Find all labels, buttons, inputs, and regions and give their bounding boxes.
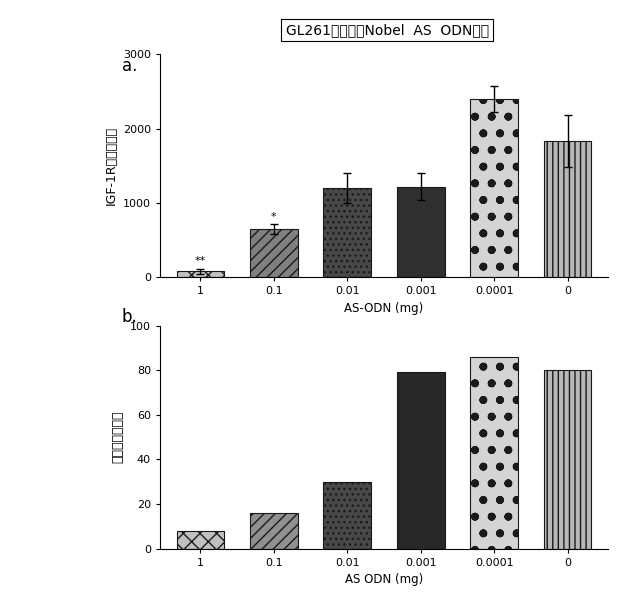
Bar: [177, 271, 224, 277]
Y-axis label: IGF-1Rのコピー数: IGF-1Rのコピー数: [104, 126, 117, 206]
Bar: [177, 531, 224, 549]
Text: GL261におけるNobel  AS  ODN滴定: GL261におけるNobel AS ODN滴定: [285, 23, 489, 37]
Bar: [470, 357, 518, 549]
Bar: [250, 229, 298, 277]
Text: **: **: [195, 256, 206, 267]
Bar: [397, 373, 445, 549]
Bar: [470, 99, 518, 277]
Bar: [250, 513, 298, 549]
Text: b.: b.: [122, 308, 138, 326]
Bar: [397, 187, 445, 277]
Bar: [544, 370, 591, 549]
Bar: [323, 188, 371, 277]
Text: *: *: [271, 212, 276, 223]
Y-axis label: 中央値蛍光強度: 中央値蛍光強度: [111, 411, 124, 464]
Bar: [323, 482, 371, 549]
Text: a.: a.: [122, 57, 137, 75]
Bar: [544, 141, 591, 277]
X-axis label: AS-ODN (mg): AS-ODN (mg): [344, 302, 424, 315]
X-axis label: AS ODN (mg): AS ODN (mg): [345, 573, 423, 586]
